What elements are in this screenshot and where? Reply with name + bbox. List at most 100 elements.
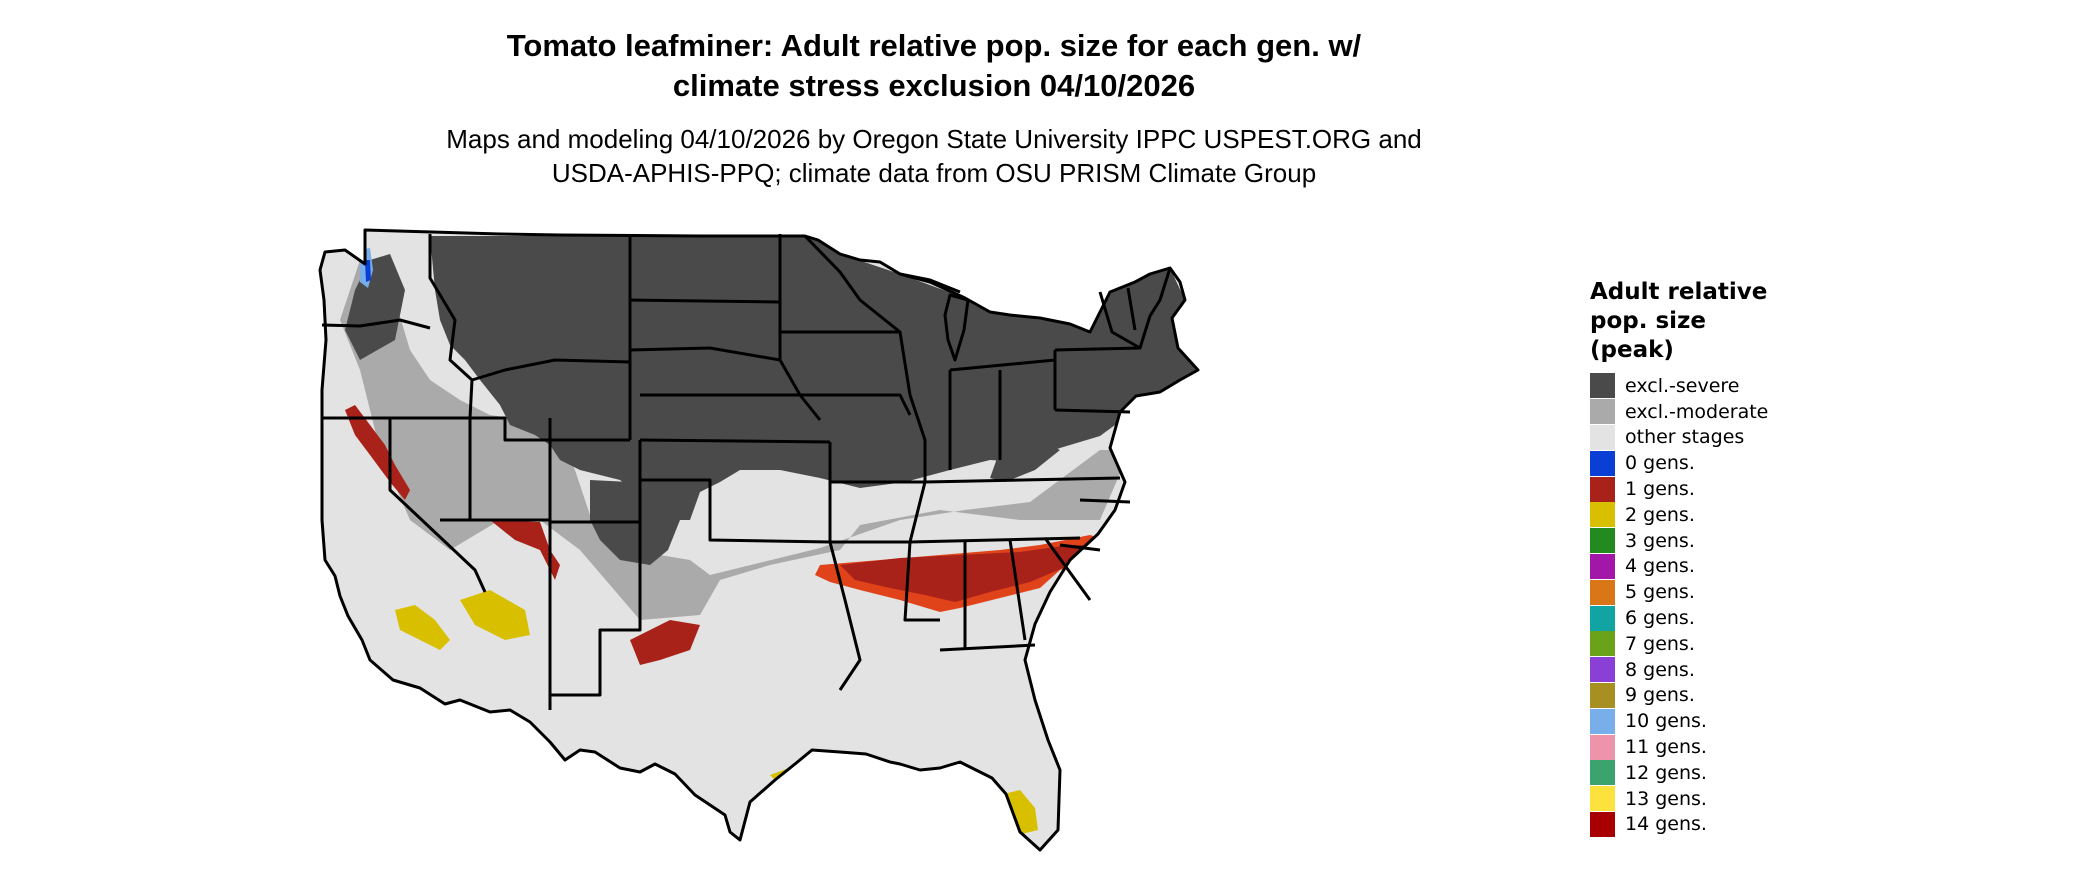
one-gen-southern-core: [840, 545, 1085, 602]
one-gen-california: [345, 405, 410, 500]
map-title-line-2: climate stress exclusion 04/10/2026: [672, 68, 1196, 103]
legend-swatch: [1590, 811, 1615, 837]
border-dakotas-east: [778, 234, 822, 421]
border-va-nc: [1079, 498, 1131, 504]
border-wy-south: [470, 416, 630, 442]
lake-michigan: [943, 293, 970, 362]
legend-label: 14 gens.: [1625, 813, 1707, 836]
border-nv-ca: [388, 418, 487, 593]
legend-title-line-3: (peak): [1590, 337, 1674, 363]
border-idaho: [428, 234, 474, 419]
one-gen-southwest: [490, 520, 560, 580]
legend-item: 2 gens.: [1590, 502, 1970, 528]
border-nm-tx: [550, 522, 642, 697]
legend-label: 11 gens.: [1625, 736, 1707, 759]
legend-label: 1 gens.: [1625, 478, 1695, 501]
legend-item: 11 gens.: [1590, 734, 1970, 760]
legend-item: excl.-moderate: [1590, 399, 1970, 425]
state-borders: [318, 228, 1200, 852]
legend-swatch: [1590, 373, 1615, 399]
legend-items: excl.-severe excl.-moderate other stages 0 …: [1590, 373, 1970, 837]
border-wa-or: [321, 318, 431, 330]
legend-swatch: [1590, 579, 1615, 605]
border-nc-sc: [1059, 543, 1101, 552]
legend-item: 14 gens.: [1590, 811, 1970, 838]
legend-item: 6 gens.: [1590, 605, 1970, 631]
border-mn-wi: [803, 234, 912, 396]
legend-item: 4 gens.: [1590, 553, 1970, 580]
zero-gen-cascades: [365, 260, 371, 282]
legend-item: other stages: [1590, 424, 1970, 451]
legend-item: 5 gens.: [1590, 579, 1970, 605]
two-gen-socal: [395, 605, 450, 650]
legend-item: 8 gens.: [1590, 657, 1970, 683]
legend-label: excl.-moderate: [1625, 400, 1769, 423]
border-pa-ny: [1054, 346, 1141, 352]
legend-swatch: [1590, 657, 1615, 683]
legend-label: 12 gens.: [1625, 761, 1707, 784]
two-gen-arizona: [460, 590, 530, 640]
legend-label: 13 gens.: [1625, 787, 1707, 810]
border-ga-fl: [939, 643, 1036, 652]
border-pa-south: [1054, 408, 1131, 414]
legend-label: 10 gens.: [1625, 710, 1707, 733]
michigan-upper-peninsula: [899, 272, 961, 294]
border-ok-tx: [640, 442, 832, 544]
border-ga-sc: [1043, 537, 1092, 601]
legend-item: 9 gens.: [1590, 682, 1970, 709]
legend-swatch: [1590, 399, 1615, 425]
legend-item: 12 gens.: [1590, 760, 1970, 786]
border-tn-south: [909, 536, 1081, 544]
legend-label: 5 gens.: [1625, 581, 1695, 604]
legend-swatch: [1590, 760, 1615, 786]
legend-label: 8 gens.: [1625, 658, 1695, 681]
border-mi-oh: [949, 358, 1056, 372]
map-title-line-1: Tomato leafminer: Adult relative pop. si…: [506, 28, 1362, 63]
map-legend: Adult relative pop. size (peak) excl.-se…: [1590, 278, 1970, 837]
legend-label: 9 gens.: [1625, 684, 1695, 707]
legend-label: 2 gens.: [1625, 503, 1695, 526]
legend-item: 10 gens.: [1590, 708, 1970, 734]
legend-swatch: [1590, 605, 1615, 631]
one-gen-west-texas: [630, 620, 700, 665]
legend-swatch: [1590, 502, 1615, 528]
legend-swatch: [1590, 424, 1615, 450]
legend-label: 0 gens.: [1625, 452, 1695, 475]
map-subtitle-line-1: Maps and modeling 04/10/2026 by Oregon S…: [446, 124, 1422, 154]
legend-swatch: [1590, 476, 1615, 502]
moderate-exclusion-area: [340, 260, 1130, 620]
border-al-ga: [1008, 539, 1027, 641]
legend-swatch: [1590, 786, 1615, 812]
legend-swatch: [1590, 734, 1615, 760]
legend-swatch: [1590, 682, 1615, 708]
legend-item: 7 gens.: [1590, 631, 1970, 657]
border-ia-mo: [800, 393, 912, 416]
legend-label: other stages: [1625, 426, 1745, 449]
border-mississippi-river: [903, 394, 940, 622]
legend-item: 13 gens.: [1590, 786, 1970, 812]
legend-item: 3 gens.: [1590, 528, 1970, 554]
legend-swatch: [1590, 553, 1615, 579]
border-vt-nh: [1126, 287, 1137, 331]
legend-label: 4 gens.: [1625, 555, 1695, 578]
border-la-tx: [828, 541, 862, 691]
legend-item: 1 gens.: [1590, 476, 1970, 502]
legend-title-line-1: Adult relative: [1590, 279, 1768, 305]
legend-item: 0 gens.: [1590, 450, 1970, 476]
border-new-england: [1098, 267, 1172, 350]
us-outline: [318, 228, 1200, 852]
border-ks-ok: [639, 438, 831, 444]
severe-exclusion-appalachians: [990, 442, 1060, 482]
map-subtitle-line-2: USDA-APHIS-PPQ; climate data from OSU PR…: [551, 158, 1317, 188]
us-map: [300, 220, 1600, 890]
border-sd-ne: [629, 346, 781, 362]
border-mt-wy: [471, 358, 631, 382]
legend-label: excl.-severe: [1625, 374, 1740, 397]
legend-swatch: [1590, 631, 1615, 657]
legend-label: 3 gens.: [1625, 529, 1695, 552]
legend-swatch: [1590, 708, 1615, 734]
border-nd-sd: [629, 298, 781, 304]
legend-label: 7 gens.: [1625, 632, 1695, 655]
border-ky-tn: [924, 476, 1121, 484]
legend-swatch: [1590, 450, 1615, 476]
